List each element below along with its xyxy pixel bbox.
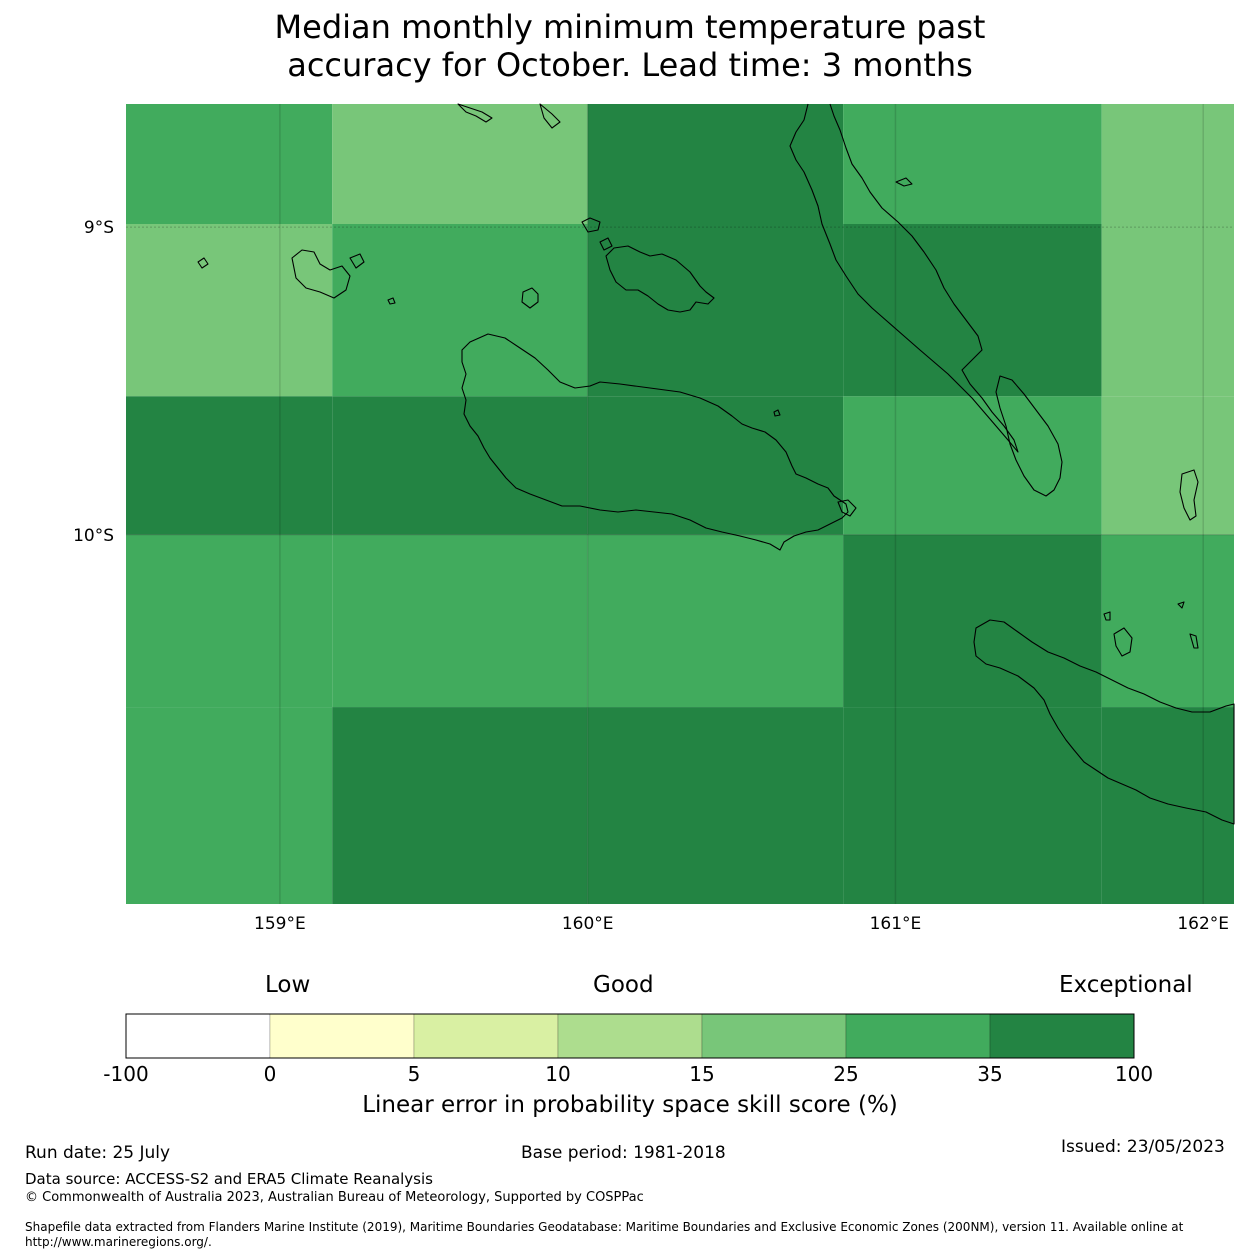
skill-cell — [843, 534, 1102, 708]
data-source: Data source: ACCESS-S2 and ERA5 Climate … — [25, 1170, 433, 1188]
coastline-russell — [291, 249, 351, 299]
x-tick-label: 159°E — [254, 914, 306, 934]
skill-cell — [587, 224, 844, 397]
coastline-islet-b — [599, 237, 613, 251]
legend-category-low: Low — [265, 972, 311, 998]
legend-tick: 15 — [689, 1062, 715, 1086]
skill-cell — [587, 104, 844, 224]
legend-tick: 25 — [833, 1062, 859, 1086]
skill-grid — [126, 104, 1234, 904]
skill-cell — [843, 396, 1102, 535]
coastline-islet-d — [1177, 601, 1185, 609]
coastline-islet-h — [837, 499, 857, 517]
skill-cell — [332, 396, 588, 535]
coastline-makira — [973, 619, 1235, 825]
legend-tick: 10 — [545, 1062, 571, 1086]
issued-date: Issued: 23/05/2023 — [1061, 1137, 1225, 1157]
coastline-isabel-top — [457, 103, 493, 123]
coastline-malaita — [789, 103, 1019, 453]
chart-title-line-2: accuracy for October. Lead time: 3 month… — [287, 46, 973, 84]
legend-swatch — [269, 1013, 415, 1059]
coastline-islet-a — [581, 217, 601, 233]
skill-cell — [587, 707, 844, 904]
legend-tick: -100 — [103, 1062, 149, 1086]
skill-cell — [1101, 224, 1234, 397]
coastline-ulawa — [1179, 469, 1199, 521]
coastline-maramasike — [995, 375, 1063, 497]
skill-cell — [843, 707, 1102, 904]
coastline-isabel-top-b — [539, 103, 561, 129]
skill-cell — [843, 224, 1102, 397]
legend-tick: 0 — [263, 1062, 277, 1086]
y-tick-label: 10°S — [73, 526, 114, 546]
legend-swatch — [557, 1013, 703, 1059]
skill-cell — [126, 534, 333, 708]
coastline-savo — [521, 287, 539, 309]
skill-cell — [587, 396, 844, 535]
legend-tick: 5 — [407, 1062, 421, 1086]
skill-cell — [126, 707, 333, 904]
coastline-ugi — [1113, 627, 1133, 657]
legend-swatch — [125, 1013, 271, 1059]
graticule — [126, 104, 1234, 904]
legend-category-exceptional: Exceptional — [1059, 972, 1193, 998]
y-tick-label: 9°S — [84, 218, 114, 238]
coastlines — [197, 103, 1235, 825]
legend-colorbar — [125, 1013, 1135, 1059]
coastline-islet-c — [1103, 611, 1111, 621]
legend-tick: 100 — [1114, 1062, 1154, 1086]
coastline-nggela — [605, 245, 715, 313]
legend-frame — [125, 1013, 1135, 1059]
legend-swatch — [413, 1013, 559, 1059]
coastline-russell-d — [387, 297, 396, 305]
coastline-russell-b — [349, 253, 365, 269]
skill-cell — [843, 104, 1102, 224]
skill-cell — [332, 707, 588, 904]
skill-cell — [1101, 534, 1234, 708]
skill-cell — [1101, 104, 1234, 224]
coastline-islet-g — [773, 409, 781, 417]
legend-axis-label: Linear error in probability space skill … — [362, 1092, 898, 1118]
legend-tick: 35 — [977, 1062, 1003, 1086]
skill-cell — [126, 104, 333, 224]
skill-cell — [587, 534, 844, 708]
coastline-russell-c — [197, 257, 209, 269]
x-tick-label: 162°E — [1177, 914, 1229, 934]
coastline-islet-f — [895, 177, 913, 187]
skill-cell — [126, 396, 333, 535]
chart-title-line-1: Median monthly minimum temperature past — [274, 8, 986, 46]
base-period: Base period: 1981-2018 — [521, 1143, 726, 1163]
legend-swatch — [701, 1013, 847, 1059]
shapefile-credit: Shapefile data extracted from Flanders M… — [25, 1220, 1184, 1249]
x-tick-label: 161°E — [870, 914, 922, 934]
copyright-notice: © Commonwealth of Australia 2023, Austra… — [25, 1190, 644, 1205]
skill-cell — [1101, 707, 1234, 904]
legend-category-good: Good — [593, 972, 654, 998]
coastline-islet-e — [1189, 633, 1199, 649]
coastline-guadalcanal — [461, 333, 849, 551]
legend-swatch — [845, 1013, 991, 1059]
x-tick-label: 160°E — [562, 914, 614, 934]
skill-cell — [332, 534, 588, 708]
skill-cell — [332, 104, 588, 224]
skill-cell — [332, 224, 588, 397]
skill-cell — [126, 224, 333, 397]
skill-cell — [1101, 396, 1234, 535]
run-date: Run date: 25 July — [25, 1143, 171, 1163]
map-axes: 159°E 160°E 161°E 162°E 9°S 10°S — [73, 218, 1229, 934]
legend-swatch — [989, 1013, 1135, 1059]
